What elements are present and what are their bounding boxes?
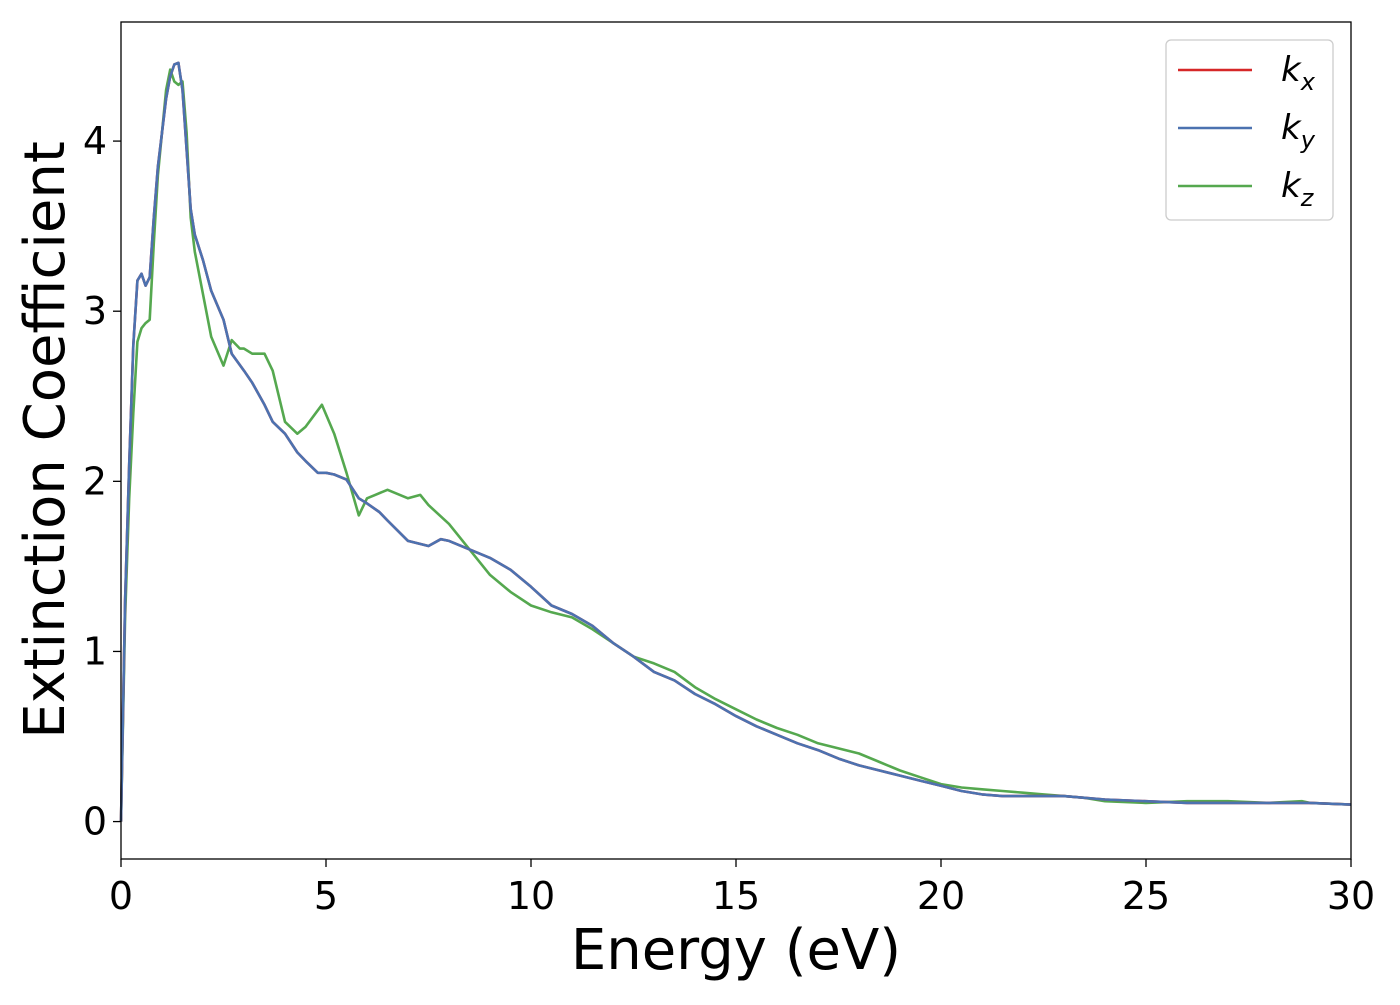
legend: kx ky kz [1165,39,1334,221]
x-tick-label: 25 [1122,874,1170,918]
series-line-ky [119,61,1352,822]
legend-entry-kz: kz [1281,166,1315,212]
legend-entry-kx: kx [1281,50,1316,96]
y-tick-label: 4 [83,119,107,163]
legend-frame [1165,39,1334,221]
x-tick-label: 0 [109,874,133,918]
plot-background [121,22,1351,859]
y-tick-label: 0 [83,800,107,844]
series-line-kz [119,68,1352,822]
x-axis-label: Energy (eV) [571,918,901,983]
y-tick-label: 3 [83,289,107,333]
y-tick-label: 1 [83,629,107,673]
x-tick-label: 30 [1327,874,1375,918]
y-tick-label: 2 [83,459,107,503]
x-tick-label: 10 [507,874,555,918]
y-axis: 0 1 2 3 4 [83,119,121,844]
legend-entry-ky: ky [1281,108,1316,154]
x-axis: 0 5 10 15 20 25 30 [109,859,1375,918]
x-tick-label: 20 [917,874,965,918]
series-layer [119,61,1352,822]
y-axis-label: Extinction Coefficient [13,141,78,739]
x-tick-label: 15 [712,874,760,918]
x-tick-label: 5 [314,874,338,918]
